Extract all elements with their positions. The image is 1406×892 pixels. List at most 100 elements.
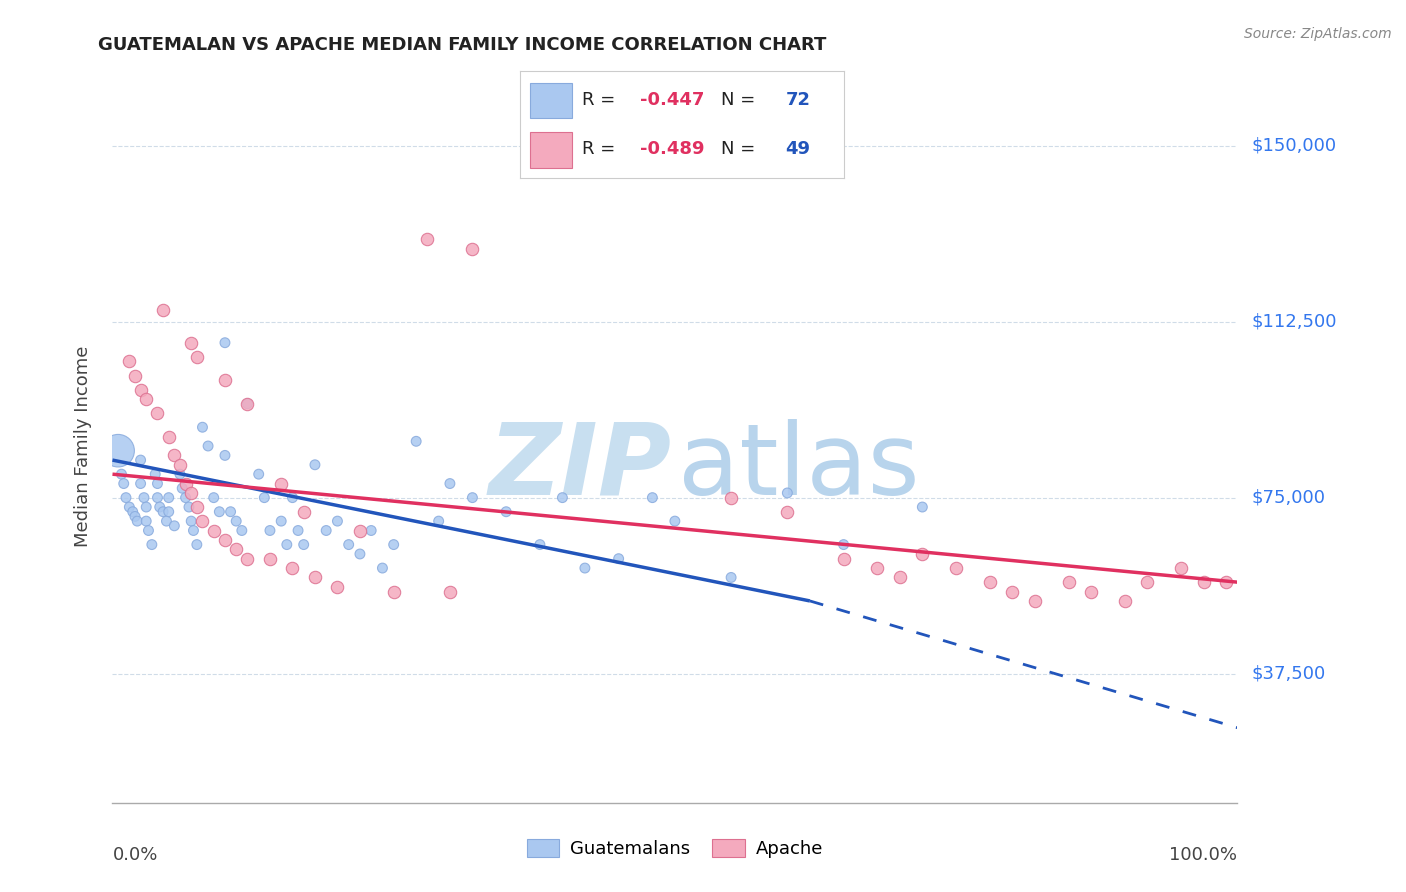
Point <box>110 467 132 482</box>
Point <box>439 584 461 599</box>
Text: Source: ZipAtlas.com: Source: ZipAtlas.com <box>1244 27 1392 41</box>
Point <box>315 524 337 538</box>
Point <box>231 524 253 538</box>
Point <box>180 486 202 500</box>
Point <box>191 514 214 528</box>
Point <box>143 467 166 482</box>
Point <box>1057 575 1080 590</box>
Point <box>292 538 315 552</box>
Text: 49: 49 <box>786 141 810 159</box>
Text: atlas: atlas <box>678 419 920 516</box>
Point <box>287 524 309 538</box>
Point <box>127 514 149 528</box>
Text: N =: N = <box>721 91 761 109</box>
Point <box>551 491 574 505</box>
FancyBboxPatch shape <box>530 132 572 168</box>
Point <box>214 533 236 547</box>
Point <box>141 538 163 552</box>
Legend: Guatemalans, Apache: Guatemalans, Apache <box>520 831 830 865</box>
Point <box>1136 575 1159 590</box>
Point <box>832 538 855 552</box>
Text: -0.447: -0.447 <box>640 91 704 109</box>
Text: $37,500: $37,500 <box>1251 665 1326 682</box>
Point <box>911 500 934 514</box>
Text: $75,000: $75,000 <box>1251 489 1326 507</box>
Point <box>607 551 630 566</box>
Point <box>1215 575 1237 590</box>
Point <box>427 514 450 528</box>
Text: -0.489: -0.489 <box>640 141 704 159</box>
Text: R =: R = <box>582 91 620 109</box>
Point <box>191 420 214 434</box>
Point <box>405 434 427 449</box>
Point <box>1170 561 1192 575</box>
Point <box>135 514 157 528</box>
Point <box>720 570 742 584</box>
Point <box>225 514 247 528</box>
Point <box>1024 594 1046 608</box>
Point <box>172 481 194 495</box>
Point <box>202 491 225 505</box>
Point <box>174 476 197 491</box>
Point <box>253 491 276 505</box>
Text: R =: R = <box>582 141 620 159</box>
Point <box>169 458 191 472</box>
Point <box>304 458 326 472</box>
Point <box>1080 584 1102 599</box>
Point <box>304 570 326 584</box>
Point <box>157 505 180 519</box>
Point <box>208 505 231 519</box>
Point <box>270 476 292 491</box>
FancyBboxPatch shape <box>530 83 572 119</box>
Text: N =: N = <box>721 141 761 159</box>
Point <box>866 561 889 575</box>
Point <box>259 551 281 566</box>
Point <box>1114 594 1136 608</box>
Point <box>214 373 236 387</box>
Point <box>281 491 304 505</box>
Point <box>202 524 225 538</box>
Point <box>124 509 146 524</box>
Point <box>641 491 664 505</box>
Point <box>118 354 141 368</box>
Point <box>337 538 360 552</box>
Point <box>360 524 382 538</box>
Point <box>180 335 202 350</box>
Point <box>169 467 191 482</box>
Text: 0.0%: 0.0% <box>112 846 157 863</box>
Point <box>776 505 799 519</box>
Point <box>174 491 197 505</box>
Point <box>155 514 177 528</box>
Point <box>979 575 1001 590</box>
Point <box>129 453 152 467</box>
Point <box>832 551 855 566</box>
Point <box>124 368 146 383</box>
Point <box>157 491 180 505</box>
Point <box>135 500 157 514</box>
Point <box>138 524 160 538</box>
Point <box>132 491 155 505</box>
Point <box>776 486 799 500</box>
Point <box>186 350 208 364</box>
Point <box>439 476 461 491</box>
Point <box>146 406 169 420</box>
Point <box>236 397 259 411</box>
Text: 72: 72 <box>786 91 810 109</box>
Point <box>118 500 141 514</box>
Point <box>135 392 157 406</box>
Point <box>276 538 298 552</box>
Point <box>225 542 247 557</box>
Text: GUATEMALAN VS APACHE MEDIAN FAMILY INCOME CORRELATION CHART: GUATEMALAN VS APACHE MEDIAN FAMILY INCOM… <box>98 36 827 54</box>
Point <box>163 449 186 463</box>
Point <box>461 491 484 505</box>
Point <box>152 505 174 519</box>
Point <box>177 500 200 514</box>
Point <box>945 561 967 575</box>
Point <box>911 547 934 561</box>
Point <box>129 383 152 397</box>
Point <box>121 505 143 519</box>
Point <box>236 397 259 411</box>
Point <box>107 443 129 458</box>
Point <box>416 232 439 246</box>
Y-axis label: Median Family Income: Median Family Income <box>73 345 91 547</box>
